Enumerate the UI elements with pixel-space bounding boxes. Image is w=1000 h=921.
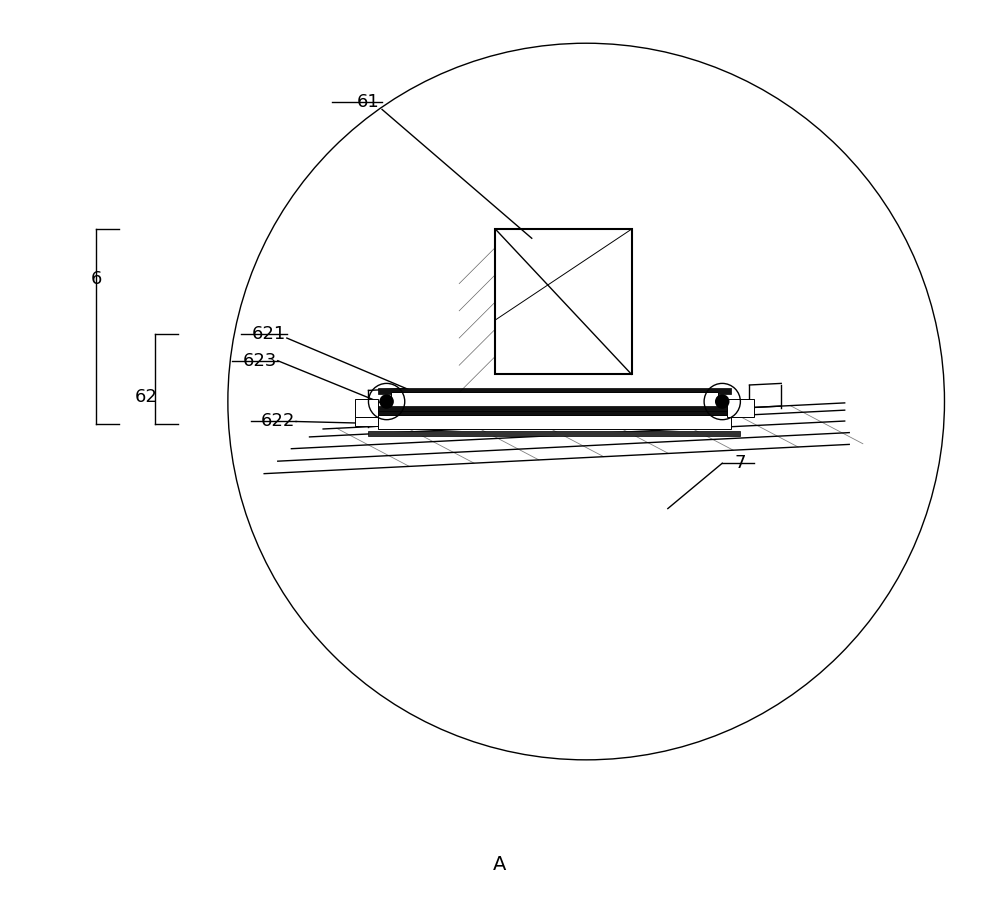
Bar <box>495 229 632 374</box>
Bar <box>368 411 740 415</box>
Text: 61: 61 <box>357 93 380 111</box>
Circle shape <box>379 394 394 409</box>
Bar <box>368 430 740 436</box>
Bar <box>378 388 731 394</box>
Bar <box>378 406 731 412</box>
Text: 623: 623 <box>242 352 277 369</box>
Bar <box>391 392 718 411</box>
Text: 621: 621 <box>252 324 286 343</box>
Circle shape <box>715 394 729 409</box>
Text: 62: 62 <box>135 388 158 406</box>
Text: 622: 622 <box>261 413 295 430</box>
Text: 6: 6 <box>91 270 102 288</box>
Bar <box>378 414 731 429</box>
Bar <box>355 399 378 417</box>
Bar <box>355 417 378 426</box>
Bar <box>727 399 754 417</box>
Text: 7: 7 <box>735 454 746 472</box>
Text: A: A <box>493 855 507 874</box>
